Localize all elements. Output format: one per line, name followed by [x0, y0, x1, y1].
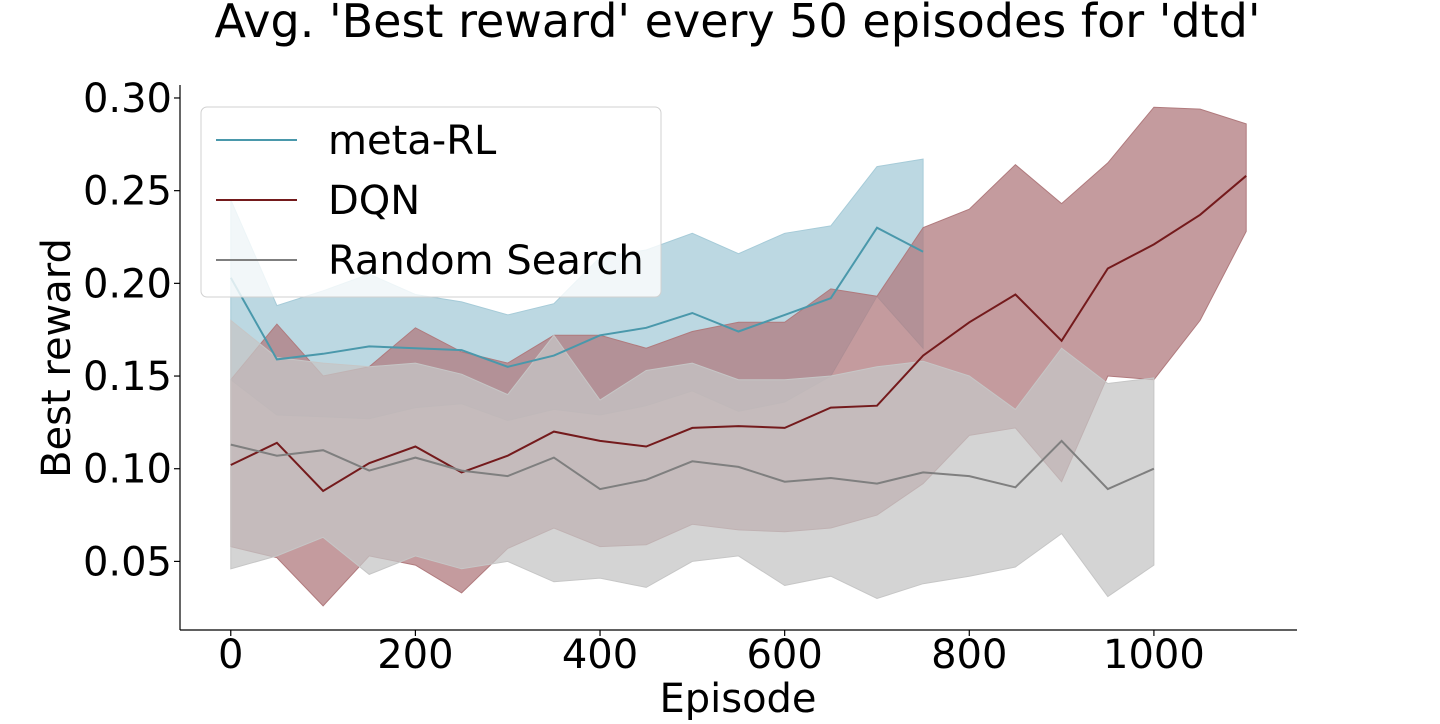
y-tick-label-0: 0.05 [83, 539, 172, 585]
y-tick-label-4: 0.25 [83, 169, 172, 215]
x-tick-label-3: 600 [746, 632, 822, 678]
legend-label-1: DQN [328, 178, 420, 224]
x-tick-label-2: 400 [562, 632, 638, 678]
series-line-2 [230, 439, 1155, 491]
x-tick-label-5: 1000 [1103, 632, 1205, 678]
legend-label-2: Random Search [328, 238, 644, 284]
legend-label-0: meta-RL [328, 118, 497, 164]
x-tick-label-0: 0 [218, 632, 243, 678]
x-tick-label-1: 200 [377, 632, 453, 678]
series-line-0 [229, 226, 924, 368]
y-axis-label: Best reward [34, 238, 80, 478]
y-tick-label-5: 0.30 [83, 76, 172, 122]
y-tick-label-2: 0.15 [83, 354, 172, 400]
y-tick-label-3: 0.20 [83, 261, 172, 307]
legend-box [200, 106, 662, 298]
band-2 [230, 319, 1155, 600]
x-tick-label-4: 800 [931, 632, 1007, 678]
series-line-1 [230, 175, 1247, 493]
chart-title: Avg. 'Best reward' every 50 episodes for… [214, 0, 1261, 48]
x-axis-label: Episode [659, 676, 816, 720]
y-tick-label-1: 0.10 [83, 447, 172, 493]
